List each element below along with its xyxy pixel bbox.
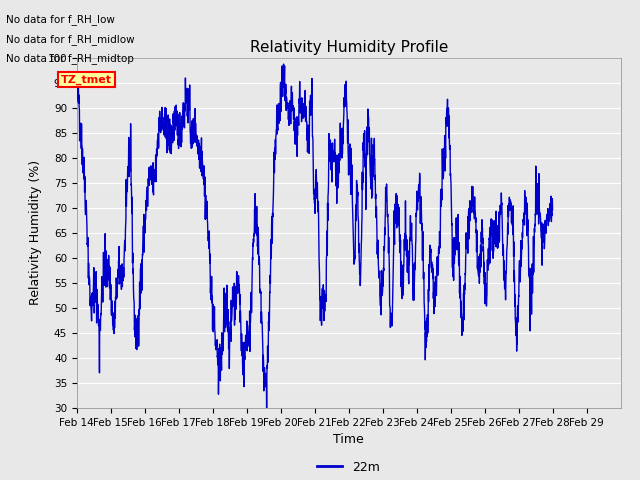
Text: No data for f_RH_low: No data for f_RH_low (6, 14, 115, 25)
Y-axis label: Relativity Humidity (%): Relativity Humidity (%) (29, 160, 42, 305)
Text: No data for f_RH_midlow: No data for f_RH_midlow (6, 34, 135, 45)
Legend: 22m: 22m (312, 456, 385, 479)
Text: No data for f_RH_midtop: No data for f_RH_midtop (6, 53, 134, 64)
X-axis label: Time: Time (333, 433, 364, 446)
Title: Relativity Humidity Profile: Relativity Humidity Profile (250, 40, 448, 55)
Text: TZ_tmet: TZ_tmet (61, 74, 112, 84)
